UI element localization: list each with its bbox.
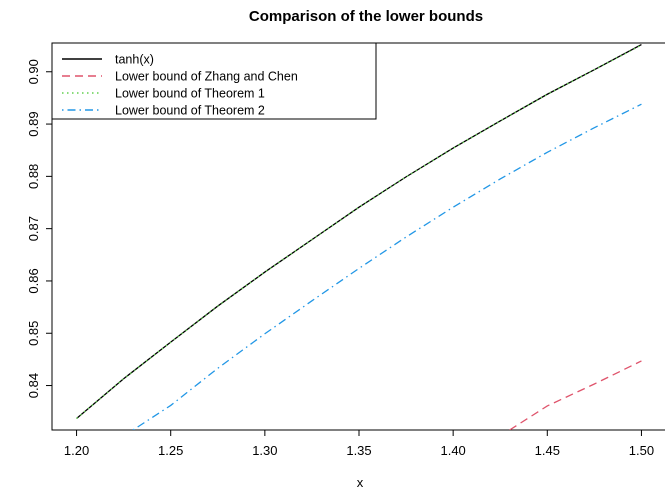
legend-box [51, 42, 377, 120]
x-tick-label: 1.45 [535, 443, 560, 458]
x-tick-label: 1.30 [252, 443, 277, 458]
legend-label-1: tanh(x) [115, 53, 154, 67]
series-line-2 [509, 360, 642, 430]
y-tick-label: 0.85 [26, 321, 41, 346]
chart-title: Comparison of the lower bounds [249, 8, 483, 25]
y-tick-label: 0.87 [26, 216, 41, 241]
y-tick-label: 0.90 [26, 59, 41, 84]
x-axis-label: x [357, 475, 364, 490]
y-axis: 0.84 0.85 0.86 0.87 0.88 0.89 0.90 [26, 59, 53, 398]
series-line-3 [76, 44, 642, 419]
y-tick-label: 0.86 [26, 268, 41, 293]
plot-area [76, 43, 642, 430]
legend-label-2: Lower bound of Zhang and Chen [115, 70, 298, 84]
x-tick-label: 1.35 [346, 443, 371, 458]
x-axis: 1.20 1.25 1.30 1.35 1.40 1.45 1.50 [64, 429, 654, 458]
y-tick-label: 0.88 [26, 164, 41, 189]
x-tick-label: 1.50 [629, 443, 654, 458]
legend-label-4: Lower bound of Theorem 2 [115, 104, 265, 118]
x-tick-label: 1.20 [64, 443, 89, 458]
series-line-4 [132, 103, 642, 430]
x-tick-label: 1.40 [440, 443, 465, 458]
x-tick-label: 1.25 [158, 443, 183, 458]
y-tick-label: 0.84 [26, 373, 41, 398]
y-tick-label: 0.89 [26, 111, 41, 136]
legend-label-3: Lower bound of Theorem 1 [115, 87, 265, 101]
legend: tanh(x) Lower bound of Zhang and Chen Lowe… [51, 42, 377, 120]
